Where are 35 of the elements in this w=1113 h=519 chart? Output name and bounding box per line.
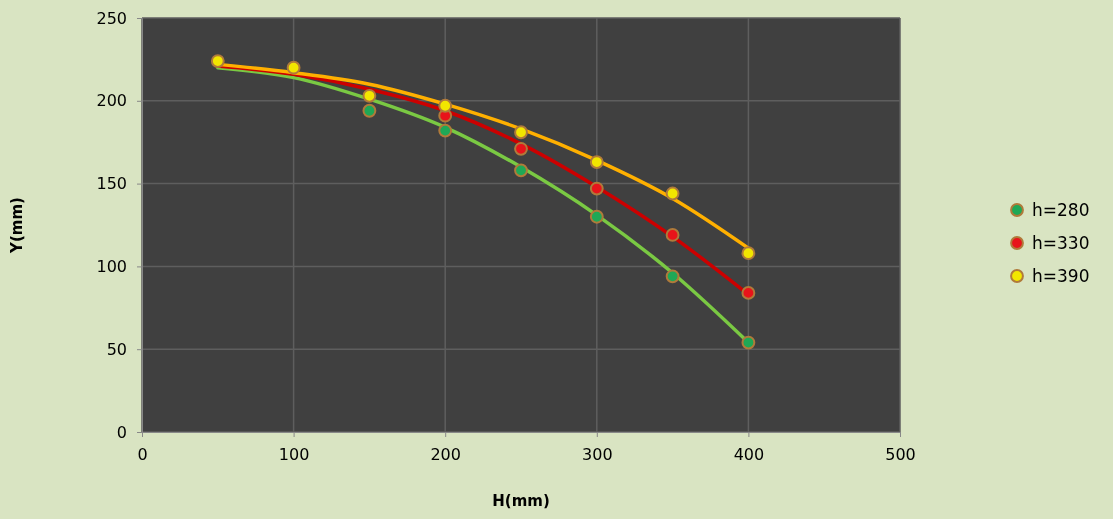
- point: [514, 141, 528, 156]
- point: [665, 186, 680, 201]
- point: [741, 335, 756, 350]
- legend-label: h=330: [1032, 233, 1090, 253]
- x-tick-label: 200: [430, 445, 461, 465]
- point: [665, 228, 680, 242]
- x-tick-label: 500: [885, 445, 916, 465]
- y-tick-label: 100: [96, 257, 127, 277]
- point: [589, 155, 604, 169]
- point: [741, 246, 756, 261]
- point: [741, 285, 756, 300]
- y-tick-label: 0: [116, 422, 127, 442]
- point: [589, 209, 604, 224]
- y-tick-label: 50: [106, 339, 127, 359]
- x-tick-label: 400: [733, 445, 765, 465]
- point: [286, 60, 301, 75]
- point: [362, 88, 377, 103]
- point: [514, 163, 528, 178]
- legend-label: h=280: [1032, 200, 1090, 220]
- y-tick-label: 250: [96, 8, 127, 28]
- legend-label: h=390: [1032, 266, 1090, 286]
- x-tick-label: 100: [278, 445, 310, 465]
- point: [438, 123, 453, 138]
- y-tick-label: 200: [96, 91, 127, 111]
- x-tick-label: 300: [582, 445, 613, 465]
- y-axis-title: Y(mm): [8, 197, 26, 254]
- point: [514, 125, 528, 140]
- point: [438, 98, 453, 113]
- point: [665, 269, 680, 284]
- point: [589, 181, 604, 196]
- point: [210, 54, 225, 68]
- x-tick-label: 0: [137, 445, 148, 465]
- x-axis-title: H(mm): [492, 492, 550, 510]
- point: [362, 103, 377, 118]
- y-tick-label: 150: [96, 174, 127, 194]
